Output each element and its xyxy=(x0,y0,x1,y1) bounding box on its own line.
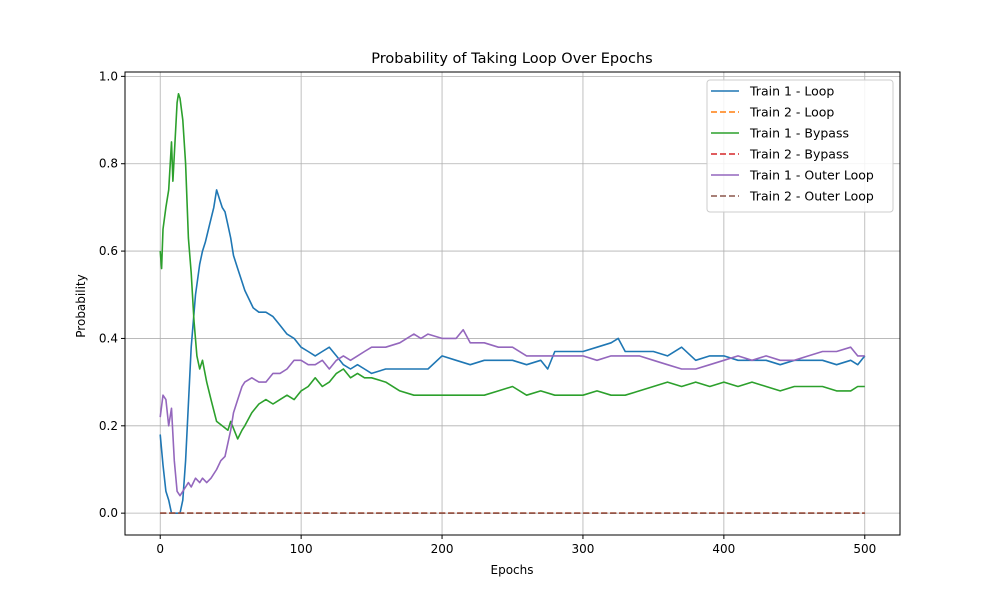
y-axis-label: Probability xyxy=(74,274,88,337)
x-tick-label: 400 xyxy=(712,542,735,556)
series-line-train-1-outer-loop xyxy=(159,328,865,497)
legend-label: Train 2 - Loop xyxy=(749,105,834,120)
series-line-train-1-bypass xyxy=(159,93,865,440)
x-axis-ticks: 0 100 200 300 400 500 xyxy=(156,535,876,556)
x-tick-label: 300 xyxy=(572,542,595,556)
y-axis-ticks: 0.0 0.2 0.4 0.6 0.8 1.0 xyxy=(99,69,125,520)
legend-label: Train 1 - Loop xyxy=(749,84,834,99)
x-tick-label: 0 xyxy=(156,542,164,556)
legend-label: Train 2 - Bypass xyxy=(749,147,849,162)
y-tick-label: 0.6 xyxy=(99,244,118,258)
x-tick-label: 500 xyxy=(853,542,876,556)
y-tick-label: 0.0 xyxy=(99,506,118,520)
legend-box xyxy=(706,79,894,213)
y-tick-label: 0.2 xyxy=(99,419,118,433)
legend-label: Train 1 - Bypass xyxy=(749,126,849,141)
series-line-train-1-loop xyxy=(159,189,866,515)
x-tick-label: 100 xyxy=(290,542,313,556)
legend-label: Train 1 - Outer Loop xyxy=(749,168,874,183)
chart-title: Probability of Taking Loop Over Epochs xyxy=(371,51,652,67)
legend: Train 1 - Loop Train 2 - Loop Train 1 - By… xyxy=(706,79,894,213)
y-tick-label: 1.0 xyxy=(99,69,118,83)
x-axis-label: Epochs xyxy=(491,563,534,577)
plot-frame xyxy=(124,71,901,536)
legend-label: Train 2 - Outer Loop xyxy=(749,189,874,204)
y-tick-label: 0.4 xyxy=(99,331,118,345)
y-tick-label: 0.8 xyxy=(99,157,118,171)
series-lines xyxy=(159,93,866,515)
x-tick-label: 200 xyxy=(431,542,454,556)
